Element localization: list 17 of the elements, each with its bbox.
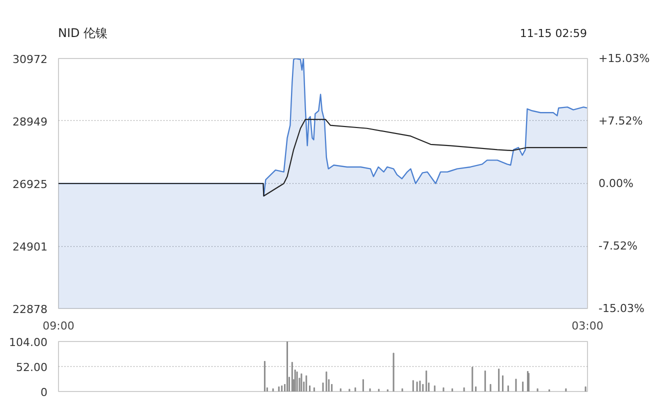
y2-tick-label: -15.03% — [598, 302, 644, 315]
y-tick-label: 22878 — [12, 303, 48, 316]
y-tick-label: 30972 — [12, 53, 48, 66]
y-tick-label: 52.00 — [16, 361, 48, 374]
y-tick-label: 24901 — [12, 240, 48, 254]
y2-tick-label: -7.52% — [598, 240, 638, 253]
x-tick-label: 03:00 — [572, 320, 604, 332]
y-tick-label: 0 — [40, 386, 48, 399]
y-tick-label: 104.00 — [9, 336, 48, 349]
y-tick-label: 28949 — [12, 115, 48, 128]
y2-tick-label: +15.03% — [598, 52, 650, 65]
y2-tick-label: 0.00% — [598, 177, 634, 190]
text: 11-15 02:59 — [520, 26, 587, 42]
y2-tick-label: +7.52% — [598, 114, 643, 128]
x-tick-label: 09:00 — [42, 320, 74, 332]
chart-title: NID 伦镍 — [58, 24, 108, 42]
y-tick-label: 26925 — [12, 178, 48, 191]
